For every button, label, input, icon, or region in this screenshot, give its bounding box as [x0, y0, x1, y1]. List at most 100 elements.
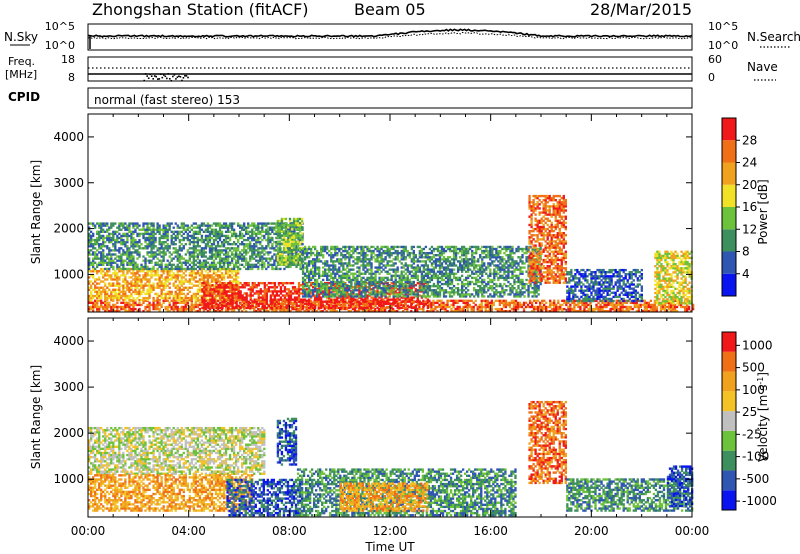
power-cell [224, 307, 228, 311]
power-cell [295, 251, 298, 254]
power-cell [190, 294, 193, 298]
power-cell [190, 303, 193, 307]
power-cell [186, 303, 189, 307]
power-cell [174, 301, 177, 305]
power-cell [205, 281, 208, 285]
power-cell [172, 263, 175, 267]
power-cell [422, 304, 426, 308]
power-cell [278, 252, 282, 256]
power-cell [276, 259, 280, 262]
power-cell [222, 274, 226, 277]
power-cell [536, 309, 540, 313]
power-cell [148, 259, 151, 262]
power-cell [162, 240, 165, 244]
power-cell [230, 309, 234, 313]
power-cell [144, 230, 147, 234]
power-cell [88, 249, 91, 252]
power-cell [296, 219, 300, 223]
power-cell [206, 228, 210, 231]
power-cell [281, 304, 285, 308]
power-cell [253, 238, 256, 242]
power-cell [452, 299, 455, 302]
power-cell [216, 267, 220, 271]
power-cell [311, 309, 314, 313]
power-cell [444, 307, 447, 311]
power-cell [322, 262, 325, 265]
power-cell [182, 245, 185, 248]
power-cell [184, 294, 187, 298]
power-cell [216, 253, 220, 256]
power-cell [206, 222, 210, 225]
power-cell [623, 301, 626, 305]
power-cell [188, 280, 191, 283]
power-cell [673, 307, 677, 311]
power-cell [222, 238, 226, 242]
power-cell [192, 294, 195, 298]
power-cell [230, 228, 234, 231]
power-cell [206, 298, 210, 302]
power-cell [92, 268, 95, 271]
power-cell [320, 260, 323, 263]
power-cell [205, 304, 208, 308]
power-cell [360, 302, 363, 305]
power-cell [96, 270, 99, 273]
power-cell [259, 263, 262, 267]
power-cell [301, 249, 305, 253]
power-cell [152, 288, 155, 291]
power-cell [146, 278, 149, 281]
power-cell [257, 298, 260, 301]
power-cell [194, 284, 198, 287]
power-cell [152, 298, 155, 302]
power-cell [208, 270, 212, 273]
power-cell [408, 296, 411, 299]
power-cell [617, 307, 620, 311]
power-cell [506, 301, 510, 305]
power-cell [228, 222, 232, 225]
power-cell [245, 228, 248, 231]
power-cell [180, 290, 183, 294]
power-cell [132, 290, 135, 294]
power-cell [230, 282, 234, 285]
power-cell [142, 290, 145, 294]
power-cell [394, 292, 397, 295]
power-cell [146, 247, 149, 250]
power-cell [106, 294, 109, 298]
power-cell [398, 306, 401, 310]
power-cell [291, 298, 295, 301]
power-cell [92, 305, 95, 309]
power-cell [296, 252, 300, 256]
power-cell [251, 228, 254, 231]
power-cell [390, 281, 393, 285]
power-cell [279, 304, 283, 308]
power-cell [210, 245, 214, 248]
power-cell [309, 247, 313, 251]
power-cell [130, 272, 133, 275]
power-cell [120, 270, 123, 273]
power-cell [120, 255, 123, 258]
power-cell [295, 288, 299, 291]
power-cell [462, 305, 465, 309]
power-cell [122, 292, 125, 296]
power-cell [480, 301, 483, 305]
power-cell [200, 255, 204, 258]
power-cell [110, 307, 113, 311]
power-cell [378, 304, 381, 308]
power-cell [112, 249, 115, 252]
power-cell [92, 294, 95, 298]
power-cell [555, 305, 558, 309]
power-cell [174, 296, 177, 300]
power-cell [94, 286, 97, 289]
power-cell [178, 290, 181, 294]
power-cell [98, 232, 101, 236]
power-cell [178, 255, 181, 258]
power-cell [118, 247, 121, 250]
power-cell [160, 290, 163, 294]
power-cell [98, 282, 101, 285]
power-cell [148, 294, 151, 298]
power-cell [160, 240, 163, 244]
power-cell [172, 294, 175, 298]
power-cell [110, 261, 113, 264]
power-cell [182, 301, 185, 305]
power-cell [170, 257, 173, 260]
power-cell [192, 253, 195, 256]
